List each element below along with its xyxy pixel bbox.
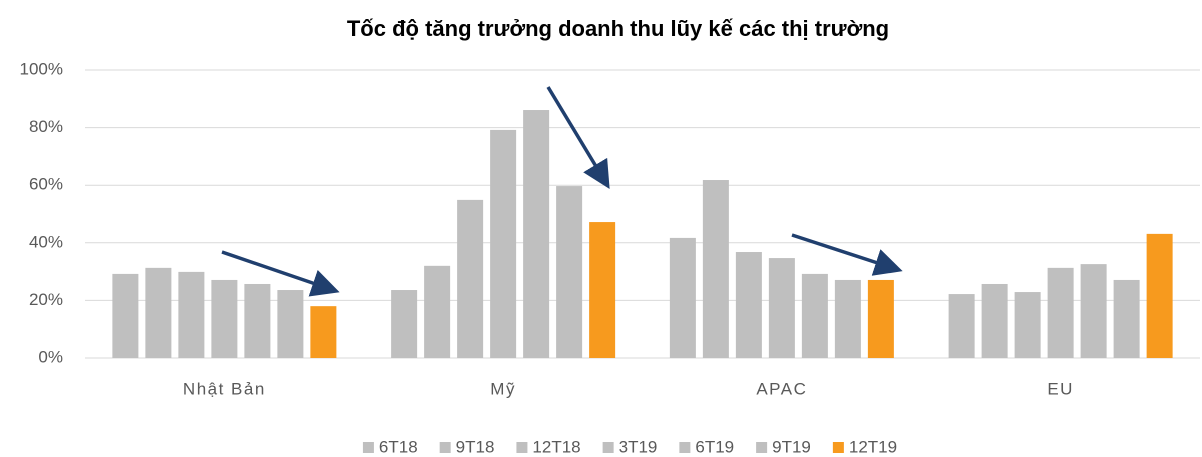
- legend-swatch: [602, 442, 614, 453]
- bar: [211, 279, 238, 358]
- bar: [867, 279, 894, 358]
- bar: [1047, 267, 1074, 358]
- y-tick-label: 0%: [38, 347, 63, 366]
- bar: [244, 283, 271, 358]
- bar: [277, 290, 304, 358]
- y-tick-label: 80%: [29, 117, 63, 136]
- bar: [589, 222, 616, 358]
- legend-swatch: [516, 442, 528, 453]
- bar: [391, 290, 418, 358]
- annotations: [221, 86, 903, 297]
- y-tick-label: 20%: [29, 290, 63, 309]
- legend-swatch: [679, 442, 691, 453]
- bar: [1014, 292, 1041, 358]
- bar: [556, 186, 583, 358]
- bar: [1113, 279, 1140, 358]
- bar: [768, 258, 795, 358]
- legend-label: 12T19: [849, 437, 897, 456]
- bar: [523, 110, 550, 358]
- y-tick-label: 100%: [20, 59, 63, 78]
- y-tick-label: 60%: [29, 175, 63, 194]
- bar: [145, 267, 172, 358]
- x-tick-label: Nhật Bản: [183, 379, 266, 398]
- legend-label: 12T18: [532, 437, 580, 456]
- legend: 6T18 9T18 12T18 3T19 6T19 9T19 12T19: [362, 437, 897, 456]
- bar: [702, 180, 729, 358]
- y-tick-label: 40%: [29, 232, 63, 251]
- legend-swatch: [439, 442, 451, 453]
- bar: [490, 129, 517, 358]
- bar: [424, 265, 451, 358]
- arrow: [546, 86, 610, 189]
- plot-area: 0% 20% 40% 60% 80% 100% Nhật Bản Mỹ APAC EU: [20, 59, 1200, 398]
- arrow: [221, 250, 340, 297]
- legend-label: 6T18: [379, 437, 418, 456]
- x-tick-label: APAC: [756, 379, 807, 398]
- x-tick-label: EU: [1047, 379, 1074, 398]
- bar: [948, 294, 975, 358]
- bar: [669, 237, 696, 358]
- bar: [112, 273, 139, 358]
- bar: [457, 199, 484, 358]
- bar: [178, 271, 205, 358]
- bar: [735, 252, 762, 358]
- legend-swatch: [756, 442, 768, 453]
- x-tick-label: Mỹ: [490, 379, 516, 398]
- legend-swatch: [832, 442, 844, 453]
- bar: [834, 279, 861, 358]
- legend-swatch: [362, 442, 374, 453]
- chart-title: Tốc độ tăng trưởng doanh thu lũy kế các …: [347, 16, 889, 41]
- bar: [1146, 233, 1173, 358]
- bar: [1080, 264, 1107, 358]
- legend-label: 9T18: [456, 437, 495, 456]
- bar: [801, 273, 828, 358]
- bar: [310, 306, 337, 358]
- legend-label: 3T19: [619, 437, 658, 456]
- bar: [981, 283, 1008, 358]
- legend-label: 6T19: [695, 437, 734, 456]
- arrow: [791, 233, 903, 276]
- legend-label: 9T19: [772, 437, 811, 456]
